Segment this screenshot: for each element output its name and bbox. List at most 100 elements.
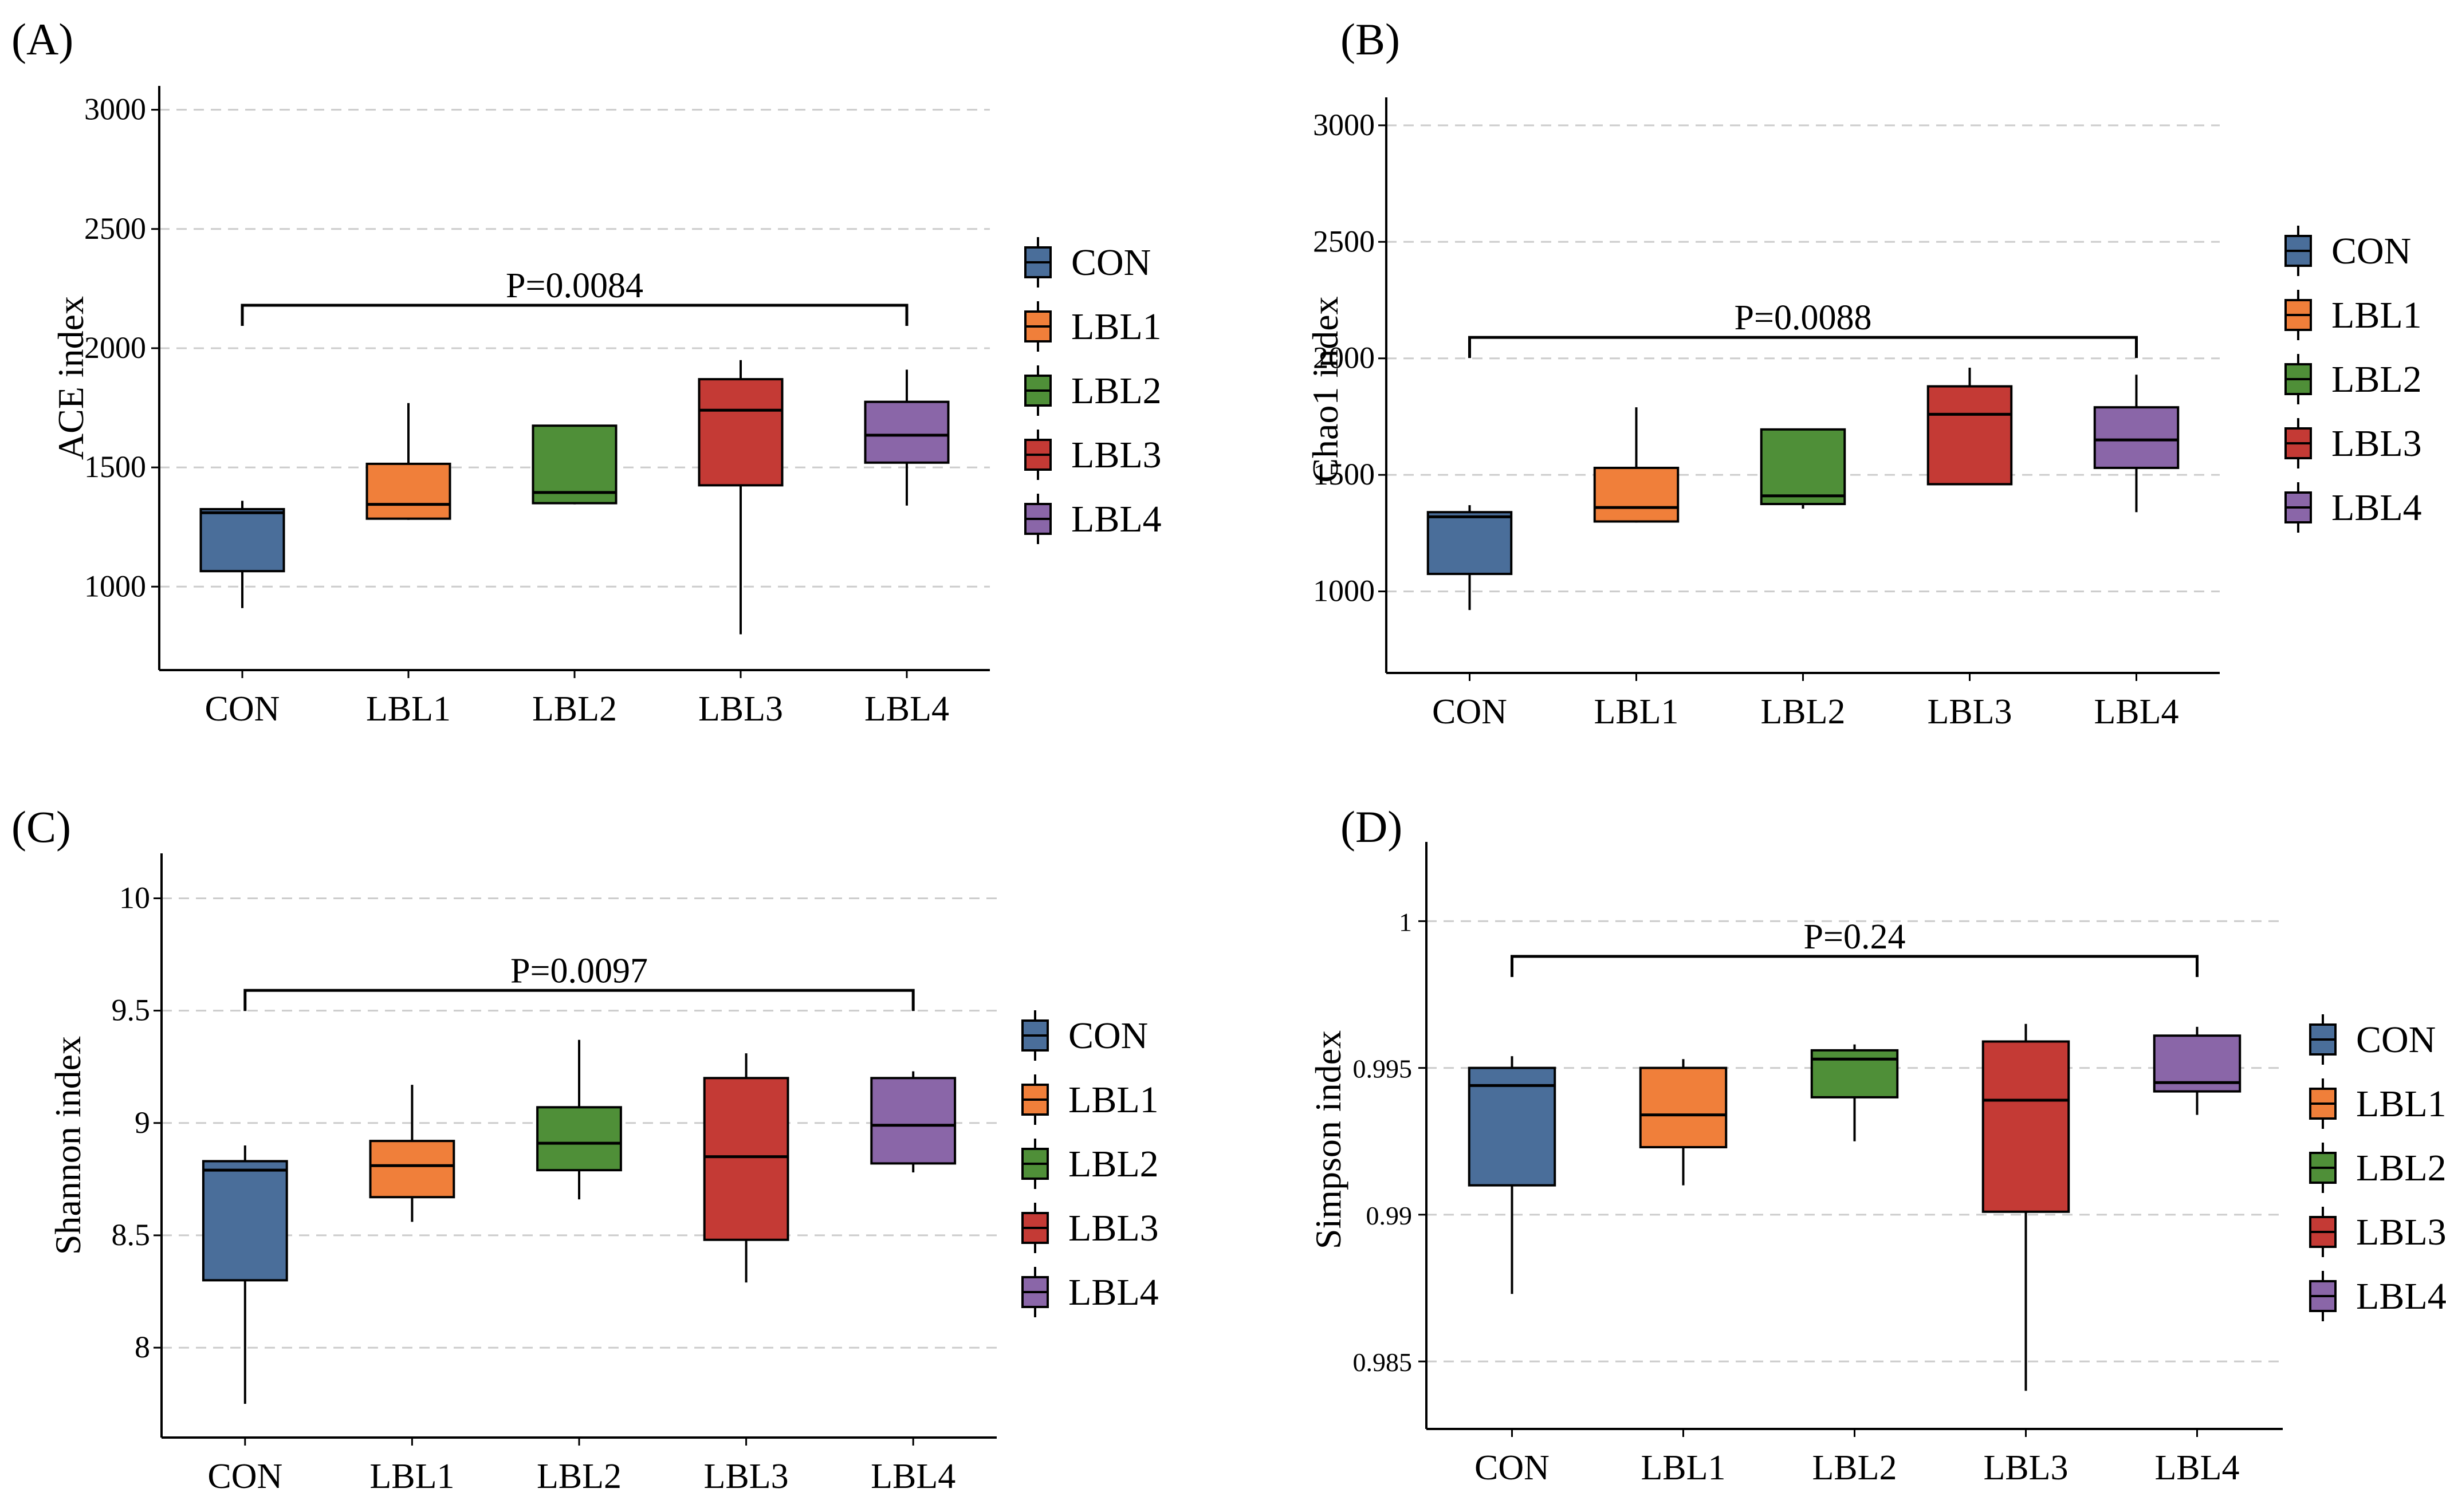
panel-d: (D) 0.985 0.99 0.995 1 Simpson index CON LBL1 LB… <box>1308 802 2446 1487</box>
legend-item-lbl3: LBL3 <box>1021 1203 1159 1253</box>
box-body <box>1810 1049 1899 1098</box>
legend-item-con: CON <box>1021 1010 1148 1061</box>
y-tick-label: 8 <box>135 1330 150 1364</box>
x-tick-label: LBL4 <box>864 690 949 729</box>
legend-label: CON <box>1071 242 1151 284</box>
box-body <box>703 1077 789 1241</box>
y-tick-label: 3000 <box>1313 108 1375 142</box>
box-body <box>365 462 451 520</box>
y-axis-label: Simpson index <box>1308 1030 1348 1249</box>
panel-label: (B) <box>1340 14 1400 64</box>
legend-item-lbl2: LBL2 <box>2309 1143 2446 1193</box>
bracket-line <box>243 989 915 1011</box>
legend-label: LBL4 <box>1068 1271 1159 1313</box>
p-value-label: P=0.0088 <box>1735 298 1872 337</box>
panel-label: (C) <box>11 802 71 852</box>
y-tick-label: 1 <box>1399 907 1412 936</box>
legend-item-lbl4: LBL4 <box>2309 1271 2446 1321</box>
y-axis-label: Chao1 index <box>1305 296 1346 482</box>
legend-item-lbl4: LBL4 <box>1024 494 1162 544</box>
p-value-label: P=0.0097 <box>510 951 648 990</box>
y-tick-label: 9.5 <box>112 993 151 1027</box>
box-con <box>1468 1056 1556 1294</box>
y-tick-label: 1500 <box>1313 457 1375 491</box>
box-con <box>199 501 285 608</box>
legend-label: LBL2 <box>1068 1143 1159 1185</box>
box-lbl1 <box>1593 407 1680 523</box>
p-value-label: P=0.24 <box>1804 918 1906 956</box>
legend-label: LBL3 <box>2331 423 2422 464</box>
bracket-line <box>241 304 909 326</box>
panel-b: (B) 1000 1500 2000 2500 3000 Chao1 index CON LBL… <box>1305 14 2422 731</box>
x-tick-label: LBL3 <box>1927 692 2012 731</box>
box-body <box>536 1106 622 1172</box>
box-body <box>1468 1066 1556 1187</box>
legend-item-lbl3: LBL3 <box>2309 1207 2446 1257</box>
significance-bracket: P=0.0088 <box>1468 298 2138 359</box>
legend-label: LBL4 <box>2356 1275 2446 1317</box>
legend-label: LBL2 <box>2331 359 2422 400</box>
x-tick-label: LBL2 <box>1812 1448 1897 1487</box>
box-lbl3 <box>1926 367 2013 486</box>
legend-label: LBL4 <box>1071 498 1162 540</box>
x-tick-label: LBL1 <box>1641 1448 1725 1487</box>
x-tick-label: CON <box>1474 1448 1550 1487</box>
box-body <box>1926 385 2013 486</box>
x-tick-label: LBL2 <box>532 690 617 729</box>
legend-label: CON <box>2356 1019 2436 1061</box>
x-tick-label: LBL1 <box>1594 692 1678 731</box>
legend-label: LBL3 <box>2356 1211 2446 1253</box>
legend: CON LBL1 LBL2 LBL3 LBL4 <box>1021 1010 1159 1317</box>
box-body <box>698 378 784 487</box>
legend-label: LBL2 <box>1071 370 1162 412</box>
y-tick-label: 0.99 <box>1366 1201 1413 1230</box>
box-body <box>369 1140 455 1199</box>
x-tick-label: LBL1 <box>369 1457 454 1496</box>
legend-item-lbl1: LBL1 <box>2309 1078 2446 1129</box>
legend: CON LBL1 LBL2 LBL3 LBL4 <box>2309 1014 2446 1321</box>
significance-bracket: P=0.0097 <box>243 951 915 1011</box>
x-tick-label: LBL2 <box>1760 692 1845 731</box>
legend-label: LBL4 <box>2331 487 2422 529</box>
y-tick-label: 10 <box>119 880 150 915</box>
y-tick-label: 1000 <box>1313 574 1375 608</box>
box-lbl1 <box>365 403 451 520</box>
bracket-line <box>1511 955 2199 977</box>
box-lbl1 <box>1639 1059 1728 1186</box>
y-tick-label: 2000 <box>1313 341 1375 375</box>
legend-label: LBL2 <box>2356 1147 2446 1189</box>
x-tick-label: LBL3 <box>698 690 783 729</box>
y-tick-label: 2000 <box>84 330 146 365</box>
box-lbl3 <box>703 1053 789 1283</box>
legend-item-con: CON <box>2284 226 2411 276</box>
legend-item-lbl4: LBL4 <box>1021 1267 1159 1317</box>
box-lbl2 <box>532 424 618 505</box>
legend-item-lbl1: LBL1 <box>2284 290 2422 340</box>
significance-bracket: P=0.0084 <box>241 266 909 326</box>
x-tick-label: LBL4 <box>871 1457 955 1496</box>
box-lbl4 <box>870 1071 957 1173</box>
x-tick-label: LBL3 <box>704 1457 789 1496</box>
box-lbl4 <box>2093 375 2180 513</box>
legend-item-lbl2: LBL2 <box>1024 365 1162 416</box>
x-tick-label: LBL1 <box>366 690 451 729</box>
y-tick-label: 2500 <box>84 211 146 246</box>
x-tick-label: CON <box>1432 692 1507 731</box>
x-tick-label: CON <box>207 1457 282 1496</box>
legend-label: LBL3 <box>1068 1207 1159 1249</box>
legend-item-lbl2: LBL2 <box>1021 1139 1159 1189</box>
legend-label: LBL1 <box>1068 1079 1159 1121</box>
x-tick-label: LBL2 <box>537 1457 622 1496</box>
box-lbl1 <box>369 1085 455 1222</box>
legend-label: LBL3 <box>1071 434 1162 476</box>
legend: CON LBL1 LBL2 LBL3 LBL4 <box>2284 226 2422 533</box>
box-body <box>870 1077 957 1165</box>
legend-item-lbl3: LBL3 <box>2284 418 2422 468</box>
p-value-label: P=0.0084 <box>506 266 643 305</box>
box-body <box>1760 428 1846 506</box>
box-lbl2 <box>1810 1044 1899 1141</box>
significance-bracket: P=0.24 <box>1511 918 2199 977</box>
panel-label: (A) <box>11 14 73 64</box>
legend-label: CON <box>1068 1015 1148 1057</box>
